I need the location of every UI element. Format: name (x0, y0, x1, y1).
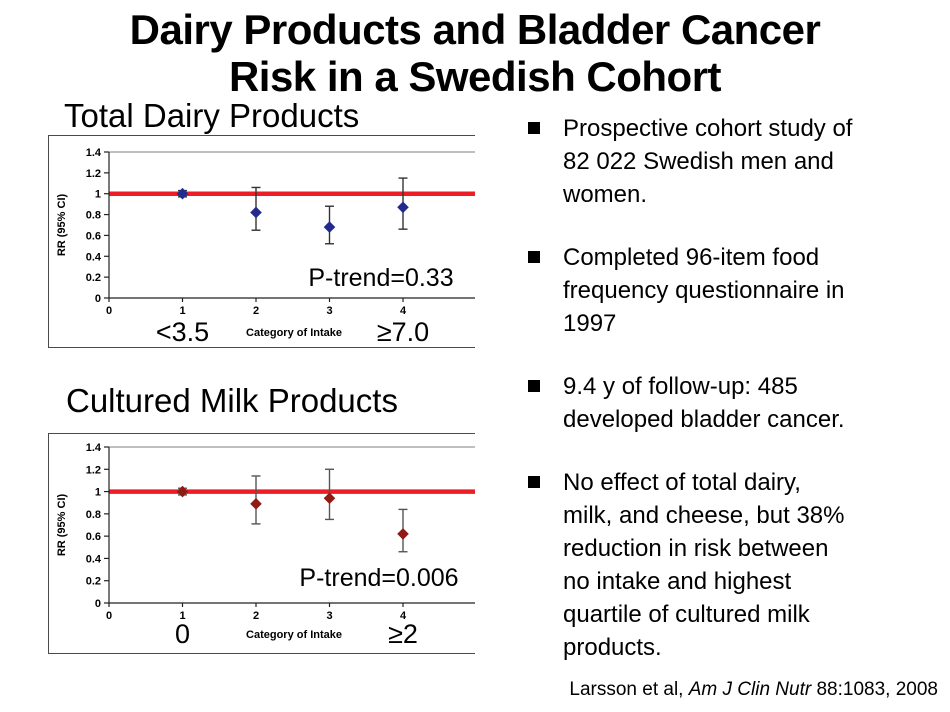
x-tick-label: 2 (253, 305, 259, 317)
citation-volume-year: 88:1083, 2008 (811, 679, 938, 700)
y-tick-label: 0.2 (86, 576, 101, 588)
x-axis-title: Category of Intake (246, 629, 342, 641)
category-range-label: <3.5 (156, 317, 209, 347)
y-tick-label: 0.6 (86, 230, 101, 242)
chart-cultured-milk-plot: 00.20.40.60.811.21.40 1 2 3 4RR (95% CI)Cate… (56, 442, 475, 649)
slide-title-line2: Risk in a Swedish Cohort (228, 53, 722, 100)
y-tick-label: 0.8 (86, 210, 101, 222)
x-tick-label: 4 (400, 610, 407, 622)
list-item: 9.4 y of follow-up: 485 developed bladde… (528, 370, 940, 436)
y-tick-label: 0.4 (86, 553, 102, 565)
x-tick-label: 2 (253, 610, 259, 622)
category-range-label: ≥2 (388, 619, 418, 649)
data-point-diamond (250, 498, 262, 510)
bullet-text: Completed 96-item food frequency questio… (563, 244, 845, 337)
chart-total-dairy: 0 0.2 0.4 0.6 0.8 1 1.2 1.4 0 1 2 3 4 RR (95% CI) Cate… (48, 135, 475, 348)
x-tick-label: 0 (106, 305, 112, 317)
bullet-list: Prospective cohort study of 82 022 Swedi… (528, 112, 940, 694)
y-tick-label: 1.2 (86, 464, 101, 476)
bullet-text: Prospective cohort study of 82 022 Swedi… (563, 115, 853, 208)
list-item: Completed 96-item food frequency questio… (528, 241, 940, 340)
chart-total-dairy-plot: 0 0.2 0.4 0.6 0.8 1 1.2 1.4 0 1 2 3 4 RR (95% CI) Cate… (56, 147, 475, 347)
bullet-text: 9.4 y of follow-up: 485 developed bladde… (563, 373, 845, 433)
y-tick-label: 0.2 (86, 272, 101, 284)
data-point-diamond (397, 201, 409, 214)
slide-title-line1: Dairy Products and Bladder Cancer (129, 6, 821, 53)
bullet-square-icon (528, 380, 540, 392)
category-range-label: 0 (175, 619, 190, 649)
x-tick-label: 3 (326, 305, 332, 317)
y-tick-label: 0 (95, 293, 101, 305)
citation: Larsson et al, Am J Clin Nutr 88:1083, 2… (569, 679, 938, 701)
data-point-diamond (323, 492, 336, 505)
chart-title-cultured-milk: Cultured Milk Products (66, 382, 398, 419)
category-range-label: ≥7.0 (377, 317, 429, 347)
y-tick-label: 1.4 (86, 442, 102, 454)
x-tick-label: 4 (400, 305, 407, 317)
x-tick-label: 1 (179, 305, 185, 317)
y-tick-label: 1.4 (86, 147, 102, 159)
p-trend-annotation: P-trend=0.33 (308, 264, 453, 292)
y-tick-label: 0.6 (86, 531, 101, 543)
chart-title-total-dairy: Total Dairy Products (64, 97, 360, 134)
chart-cultured-milk: 0 0.2 0.4 0.6 0.8 1 1.2 1.4 0 1 2 3 4 RR (95% CI) Cate… (48, 433, 475, 654)
p-trend-annotation: P-trend=0.006 (299, 564, 458, 592)
x-tick-label: 3 (326, 610, 332, 622)
bullet-square-icon (528, 122, 540, 134)
data-point-diamond (397, 528, 409, 540)
x-axis-title: Category of Intake (246, 327, 342, 339)
data-point-diamond (176, 485, 189, 498)
list-item: No effect of total dairy, milk, and chee… (528, 466, 940, 664)
y-axis-title: RR (95% CI) (56, 493, 68, 556)
y-tick-label: 1 (95, 189, 101, 201)
x-tick-label: 0 (106, 610, 112, 622)
list-item: Prospective cohort study of 82 022 Swedi… (528, 112, 940, 211)
y-tick-label: 1.2 (86, 168, 101, 180)
y-tick-label: 1 (95, 487, 101, 499)
data-point-diamond (176, 187, 189, 200)
bullet-text: No effect of total dairy, milk, and chee… (563, 469, 845, 661)
data-point-diamond (250, 206, 262, 219)
y-tick-label: 0.4 (86, 251, 102, 263)
bullet-square-icon (528, 251, 540, 263)
x-tick-label: 1 (179, 610, 185, 622)
data-point-diamond (323, 221, 336, 233)
slide-title: Dairy Products and Bladder Cancer Risk i… (0, 6, 950, 100)
bullet-square-icon (528, 476, 540, 488)
citation-authors: Larsson et al, (569, 679, 689, 700)
y-axis-title: RR (95% CI) (56, 193, 68, 256)
citation-journal: Am J Clin Nutr (688, 679, 812, 700)
y-tick-label: 0 (95, 598, 101, 610)
y-tick-label: 0.8 (86, 509, 101, 521)
